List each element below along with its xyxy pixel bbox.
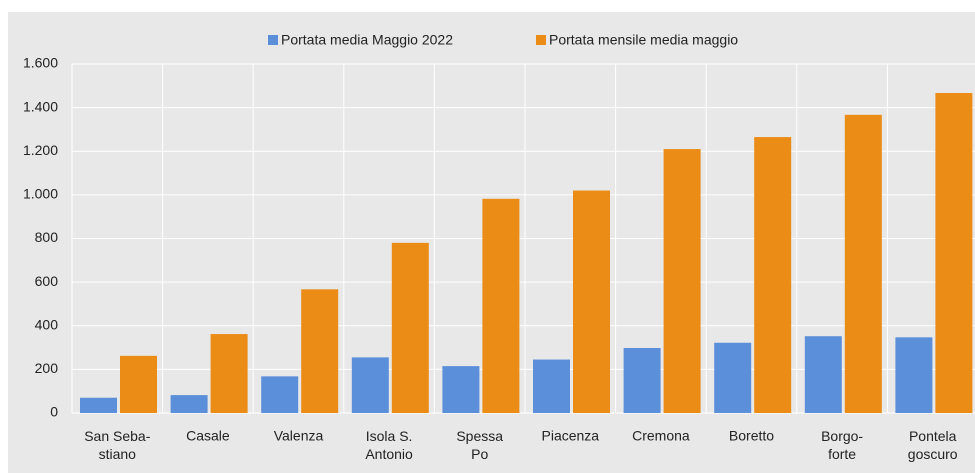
bar [210, 334, 248, 413]
x-tick-label: San Seba-stiano [84, 428, 150, 462]
bar [301, 289, 339, 413]
y-tick-label: 0 [50, 404, 58, 420]
bar [80, 397, 117, 413]
x-tick-label: Cremona [632, 428, 690, 444]
x-tick-label: Isola S. Antonio [365, 428, 413, 462]
y-tick-label: 800 [35, 229, 59, 245]
bar [895, 337, 933, 413]
x-tick-label: Pontela goscuro [908, 428, 958, 462]
x-tick-label: Boretto [729, 428, 774, 444]
bar [533, 359, 570, 413]
x-tick-label: Valenza [274, 428, 324, 444]
legend-label: Portata mensile media maggio [549, 32, 738, 48]
bar [935, 93, 973, 414]
bar [573, 190, 610, 413]
bar [170, 395, 208, 413]
bar [714, 342, 752, 413]
y-tick-label: 200 [35, 360, 59, 376]
y-tick-label: 1.400 [23, 98, 58, 114]
x-tick-label: Borgo-forte [821, 428, 863, 462]
x-tick-label: Spessa Po [456, 428, 503, 462]
y-tick-label: 600 [35, 273, 59, 289]
x-tick-label: Piacenza [542, 428, 600, 444]
bar [442, 366, 480, 413]
bar [351, 357, 389, 413]
bar [844, 114, 882, 414]
bar [804, 336, 842, 413]
y-tick-label: 1.200 [23, 142, 58, 158]
bar [754, 137, 792, 413]
legend-swatch [536, 35, 546, 45]
y-tick-label: 400 [35, 316, 59, 332]
y-tick-label: 1.600 [23, 55, 58, 71]
bar [623, 347, 661, 413]
x-tick-label: Casale [186, 428, 230, 444]
bar [482, 198, 520, 413]
bar [261, 376, 299, 413]
bar [120, 355, 157, 413]
y-tick-label: 1.000 [23, 186, 58, 202]
legend-label: Portata media Maggio 2022 [281, 32, 453, 48]
bar [391, 242, 429, 413]
bar [663, 149, 701, 413]
legend-swatch [268, 35, 278, 45]
